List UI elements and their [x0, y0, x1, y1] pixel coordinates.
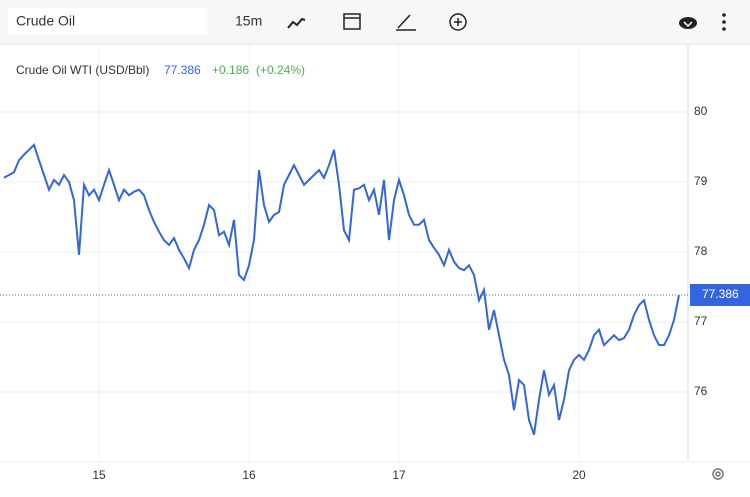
last-price-badge	[690, 283, 750, 306]
interval[interactable]: 15m	[235, 13, 262, 29]
x-tick-label: 17	[392, 468, 406, 482]
search-text[interactable]: Crude Oil	[16, 13, 75, 29]
x-tick-label: 15	[92, 468, 106, 482]
price-line	[3, 143, 680, 436]
change: +0.186	[212, 63, 249, 77]
chart-title: Crude Oil WTI (USD/Bbl)	[16, 63, 149, 77]
last-price: 77.386	[164, 63, 201, 77]
search-box[interactable]	[8, 8, 207, 35]
settings-icon[interactable]	[712, 468, 724, 480]
add-icon[interactable]	[449, 13, 467, 31]
draw-icon[interactable]	[396, 14, 416, 31]
last-price-label: 77.386	[702, 287, 739, 301]
calendar-icon[interactable]	[343, 13, 361, 30]
y-tick-label: 76	[694, 384, 708, 398]
download-icon[interactable]	[679, 17, 697, 29]
x-tick-label: 16	[242, 468, 256, 482]
menu-icon[interactable]	[722, 13, 726, 31]
chart-type-icon[interactable]	[287, 17, 306, 29]
x-tick-label: 20	[572, 468, 586, 482]
y-tick-label: 80	[694, 104, 708, 118]
y-tick-label: 79	[694, 174, 708, 188]
y-tick-label: 78	[694, 244, 708, 258]
change-percent: (+0.24%)	[256, 63, 305, 77]
y-tick-label: 77	[694, 314, 708, 328]
